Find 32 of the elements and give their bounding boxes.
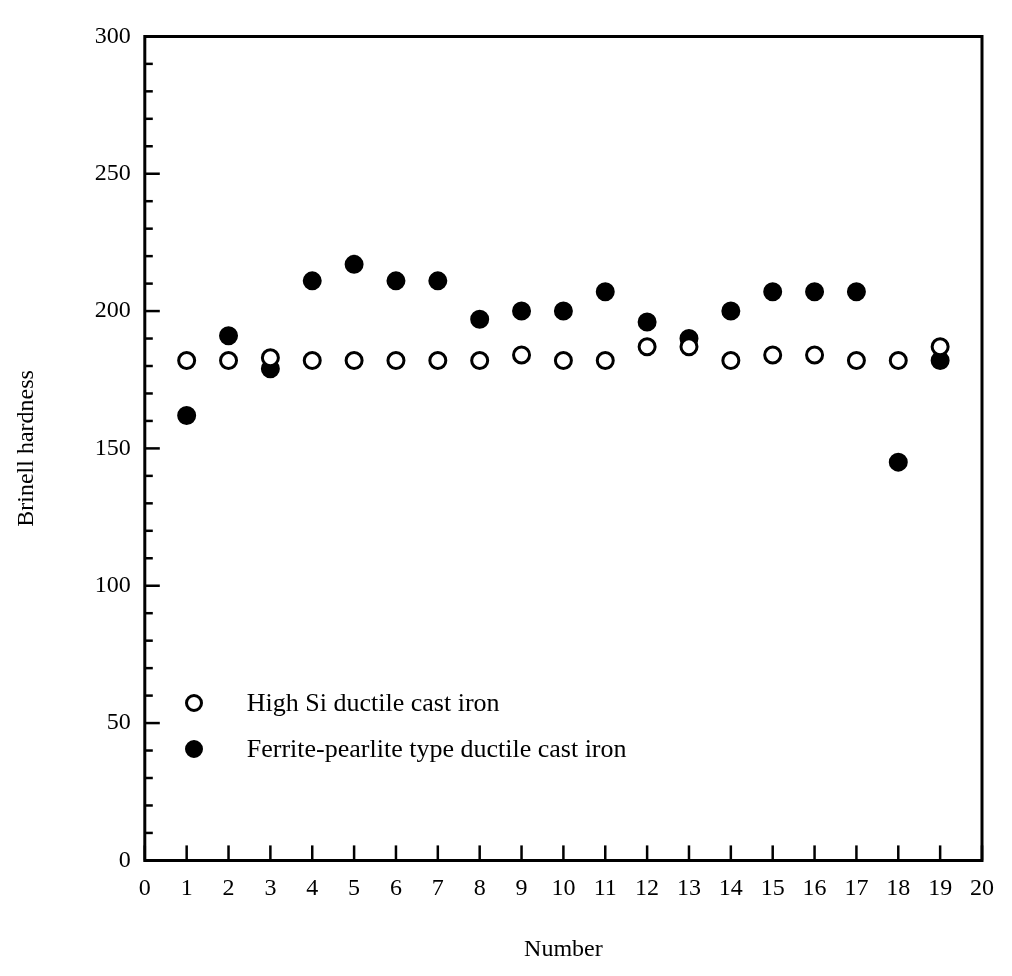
x-tick-label: 2 [222, 874, 235, 901]
x-tick-label: 7 [431, 874, 444, 901]
x-tick-label: 11 [593, 874, 617, 901]
x-tick-label: 17 [844, 874, 869, 901]
y-tick-label: 50 [106, 708, 131, 735]
x-tick-label: 13 [676, 874, 701, 901]
x-tick-label: 3 [264, 874, 277, 901]
x-tick-label: 6 [389, 874, 402, 901]
legend-label: Ferrite-pearlite type ductile cast iron [246, 734, 627, 765]
y-tick-label: 150 [94, 433, 131, 460]
x-tick-label: 12 [635, 874, 660, 901]
x-tick-label: 20 [970, 874, 994, 901]
x-tick-label: 10 [551, 874, 576, 901]
x-axis-title: Number [524, 934, 603, 961]
x-tick-label: 8 [473, 874, 486, 901]
x-tick-label: 4 [306, 874, 319, 901]
x-tick-label: 0 [138, 874, 151, 901]
x-tick-label: 5 [348, 874, 361, 901]
y-axis-title: Brinell hardness [11, 370, 38, 527]
y-tick-label: 100 [94, 571, 131, 598]
legend-label: High Si ductile cast iron [246, 688, 500, 719]
x-tick-label: 9 [515, 874, 528, 901]
x-tick-label: 15 [760, 874, 785, 901]
x-tick-label: 18 [886, 874, 911, 901]
y-tick-label: 0 [118, 845, 131, 872]
x-tick-label: 14 [718, 874, 743, 901]
y-tick-label: 250 [94, 159, 131, 186]
y-tick-label: 200 [94, 296, 131, 323]
x-tick-label: 19 [928, 874, 953, 901]
y-tick-label: 300 [94, 21, 131, 48]
x-tick-label: 16 [802, 874, 827, 901]
x-tick-label: 1 [180, 874, 193, 901]
